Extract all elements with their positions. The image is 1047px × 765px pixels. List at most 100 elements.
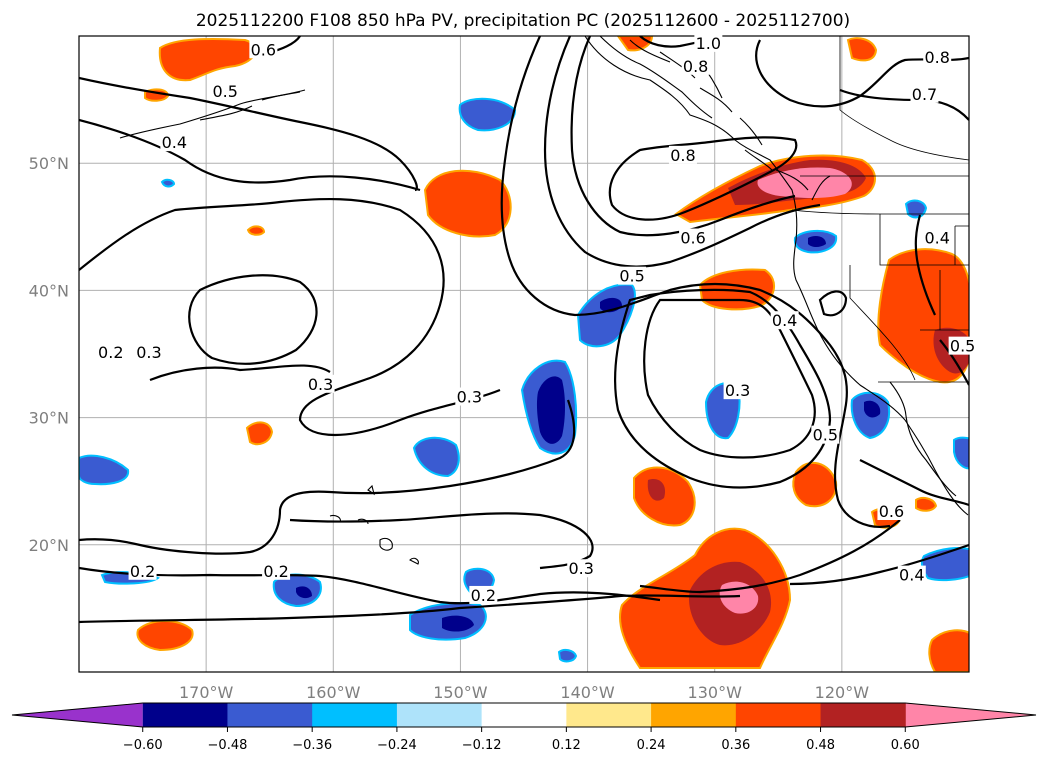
pv-contour-0.2 xyxy=(79,566,661,605)
pv-contour-0.4 xyxy=(789,543,969,586)
y-tick-label: 40°N xyxy=(29,281,69,300)
colorbar-swatch xyxy=(312,703,398,727)
x-tick-label: 140°W xyxy=(560,683,615,702)
precip-negative-area xyxy=(904,199,928,219)
contour-label: 1.0 xyxy=(696,34,721,53)
precip-negative-area xyxy=(557,648,578,663)
x-tick-label: 170°W xyxy=(179,683,234,702)
contour-label: 0.6 xyxy=(680,229,705,248)
colorbar-swatch xyxy=(396,703,483,727)
x-tick-label: 150°W xyxy=(433,683,488,702)
precip-positive-area xyxy=(846,37,878,62)
contour-label-bg xyxy=(923,47,952,66)
pv-contours xyxy=(79,36,969,624)
contour-label-bg xyxy=(910,84,939,103)
colorbar-tick-label: 0.60 xyxy=(891,738,920,753)
contour-label: 0.2 xyxy=(98,343,123,362)
pv-contour-0.4 xyxy=(639,519,901,594)
contour-label-bg xyxy=(134,343,163,361)
contour-label: 0.3 xyxy=(725,381,750,400)
precip-negative-area xyxy=(536,376,565,444)
pv-contour-0.4 xyxy=(79,118,421,192)
pv-contour-0.4 xyxy=(614,288,832,489)
x-axis-ticks: 170°W 160°W 150°W 140°W 130°W 120°W xyxy=(179,683,869,702)
colorbar-swatch xyxy=(820,703,906,727)
contour-label-bg xyxy=(948,336,977,355)
colorbar-swatch xyxy=(651,703,737,727)
pv-contour-0.6 xyxy=(543,36,821,268)
pv-contour-0.3 xyxy=(289,512,594,570)
precip-positive-area xyxy=(928,629,969,672)
contour-label: 0.3 xyxy=(568,559,593,578)
contour-label-bg xyxy=(923,228,952,247)
contour-label: 0.7 xyxy=(912,85,937,104)
precip-positive-area xyxy=(136,620,194,652)
contour-label: 0.6 xyxy=(251,40,276,59)
pv-contour-0.3 xyxy=(643,298,816,459)
contour-label: 0.3 xyxy=(136,343,161,362)
colorbar-tick-label: 0.12 xyxy=(552,738,581,753)
colorbar-swatch xyxy=(481,703,567,727)
contour-label-bg xyxy=(723,381,752,400)
contour-label: 0.4 xyxy=(899,566,924,585)
precip-negative-area xyxy=(458,97,517,132)
colorbar-extend-max xyxy=(905,703,1036,727)
contour-label-bg xyxy=(567,559,596,578)
contour-label: 0.8 xyxy=(683,57,708,76)
pv-contour-0.5 xyxy=(939,339,969,386)
contour-label-bg xyxy=(211,82,240,101)
contour-label-bg xyxy=(694,33,723,52)
precip-negative-area xyxy=(79,454,130,486)
precip-positive-area xyxy=(245,421,274,446)
colorbar-tick-label: 0.24 xyxy=(637,738,666,753)
colorbar-swatch xyxy=(735,703,822,727)
contour-label: 0.4 xyxy=(162,133,187,152)
chart-title: 2025112200 F108 850 hPa PV, precipitatio… xyxy=(196,11,850,31)
x-tick-label: 160°W xyxy=(306,683,361,702)
contour-label-bg xyxy=(262,561,291,580)
y-tick-label: 30°N xyxy=(29,409,69,428)
colorbar-extend-min xyxy=(12,703,143,727)
contour-label-bg xyxy=(249,40,278,59)
contour-label: 0.8 xyxy=(670,146,695,165)
colorbar-swatch xyxy=(227,703,313,727)
y-tick-label: 50°N xyxy=(29,154,69,173)
y-axis-ticks: 20°N 30°N 40°N 50°N xyxy=(29,154,69,555)
contour-label: 0.5 xyxy=(950,337,975,356)
contour-labels: 1.0 0.8 0.8 0.7 0.6 0.5 0.4 0.8 0.6 0.5 0.4 0.4 0.3 0… xyxy=(96,33,977,605)
precip-negative-area xyxy=(442,615,474,632)
contour-label: 0.6 xyxy=(879,502,904,521)
contour-label-bg xyxy=(668,145,697,164)
contour-label-bg xyxy=(128,561,157,580)
contour-label-bg xyxy=(681,56,710,75)
pv-contour-0.4 xyxy=(914,214,936,316)
x-tick-label: 120°W xyxy=(815,683,870,702)
precip-negative-area xyxy=(412,436,460,478)
precip-positive-area xyxy=(647,479,666,501)
pv-contour-0.3 xyxy=(79,399,576,555)
colorbar-tick-label: 0.48 xyxy=(806,738,835,753)
pv-contour-0.2 xyxy=(79,594,741,624)
contour-label: 0.5 xyxy=(212,82,237,101)
pv-contour-0.8 xyxy=(608,136,798,221)
pv-contour-0.7 xyxy=(570,36,796,237)
contour-label: 0.4 xyxy=(772,311,797,330)
precip-negative-area xyxy=(864,400,881,418)
precip-positive-area xyxy=(158,37,257,82)
colorbar-tick-label: −0.60 xyxy=(123,738,163,753)
precip-negative-area xyxy=(953,436,969,470)
colorbar-swatch xyxy=(142,703,228,727)
contour-label: 0.5 xyxy=(619,267,644,286)
precip-positive-area xyxy=(423,169,512,238)
colorbar-tick-label: −0.36 xyxy=(292,738,332,753)
precip-negative-area xyxy=(296,586,312,599)
pv-contour-0.5 xyxy=(818,290,848,317)
colorbar-swatch xyxy=(566,703,652,727)
map-layer xyxy=(79,36,969,672)
contour-label: 0.5 xyxy=(813,426,838,445)
contour-label-bg xyxy=(618,266,647,285)
pv-contour-0.5 xyxy=(859,459,969,507)
contour-label-bg xyxy=(679,228,708,247)
pv-contour-0.2 xyxy=(188,274,318,365)
